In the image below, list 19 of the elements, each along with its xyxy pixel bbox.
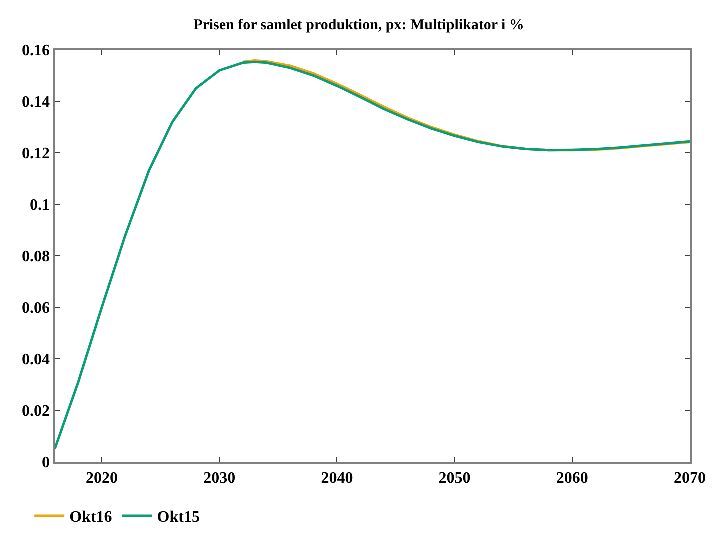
y-tick-label: 0.04 [22, 352, 50, 369]
x-tick-label: 2020 [86, 470, 118, 487]
y-tick-label: 0.12 [22, 146, 50, 163]
chart-title: Prisen for samlet produktion, px: Multiplikator i % [194, 18, 524, 34]
x-tick-label: 2070 [674, 470, 706, 487]
y-tick-label: 0.16 [22, 42, 50, 60]
legend-label: Okt16 [70, 509, 112, 526]
x-tick-label: 2060 [556, 470, 588, 487]
y-tick-label: 0.1 [30, 197, 50, 214]
y-tick-label: 0.08 [22, 248, 50, 266]
legend-label: Okt15 [157, 509, 200, 526]
x-tick-label: 2030 [204, 470, 236, 487]
x-tick-label: 2050 [438, 470, 471, 487]
y-tick-label: 0.14 [22, 94, 50, 112]
y-tick-label: 0.02 [22, 403, 50, 420]
y-tick-label: 0 [42, 454, 50, 472]
x-tick-label: 2040 [321, 470, 354, 487]
line-series [55, 60, 690, 450]
y-tick-label: 0.06 [22, 300, 50, 318]
